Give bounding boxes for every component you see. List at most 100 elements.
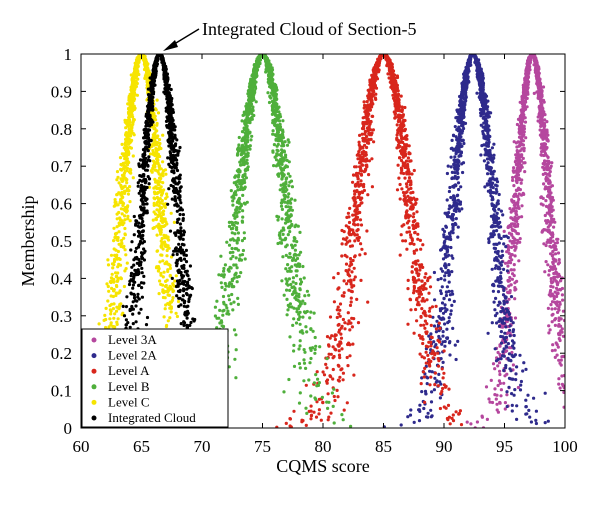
- data-point: [488, 165, 492, 169]
- data-point: [292, 364, 297, 368]
- data-point: [421, 341, 425, 346]
- data-point: [516, 238, 520, 243]
- data-point: [485, 417, 489, 421]
- data-point: [528, 415, 532, 419]
- data-point: [417, 408, 421, 412]
- data-point: [340, 254, 344, 258]
- data-point: [417, 278, 421, 282]
- data-point: [489, 378, 493, 382]
- data-point: [420, 307, 424, 311]
- data-point: [449, 312, 453, 316]
- data-point: [551, 285, 555, 289]
- data-point: [502, 337, 507, 341]
- data-point: [492, 246, 496, 250]
- data-point: [396, 94, 400, 98]
- data-point: [416, 224, 420, 228]
- data-point: [395, 146, 399, 150]
- data-point: [558, 386, 562, 390]
- data-point: [454, 167, 458, 171]
- data-point: [538, 86, 542, 90]
- data-point: [432, 340, 436, 344]
- data-point: [460, 123, 464, 128]
- data-points-layer: [81, 54, 565, 428]
- data-point: [419, 323, 423, 327]
- data-point: [544, 199, 548, 203]
- data-point: [403, 199, 407, 203]
- data-point: [447, 263, 451, 267]
- data-point: [511, 166, 516, 170]
- data-point: [554, 286, 559, 290]
- data-point: [505, 300, 509, 304]
- data-point: [445, 198, 449, 202]
- data-point: [451, 256, 455, 260]
- data-point: [456, 225, 460, 229]
- data-point: [399, 94, 403, 98]
- data-point: [517, 135, 522, 139]
- data-point: [550, 220, 554, 224]
- data-point: [550, 254, 555, 258]
- data-point: [288, 424, 292, 428]
- data-point: [418, 268, 422, 272]
- data-point: [341, 371, 345, 375]
- data-point: [507, 251, 511, 255]
- data-point: [554, 247, 558, 252]
- data-point: [410, 265, 414, 269]
- data-point: [503, 311, 507, 315]
- data-point: [452, 147, 456, 151]
- data-point: [374, 66, 378, 70]
- data-point: [541, 203, 545, 207]
- data-point: [505, 349, 509, 353]
- data-point: [542, 125, 546, 129]
- data-point: [549, 199, 553, 203]
- data-point: [546, 306, 551, 310]
- data-point: [360, 201, 364, 205]
- data-point: [328, 336, 332, 340]
- data-point: [497, 361, 502, 365]
- data-point: [512, 170, 516, 174]
- data-point: [409, 180, 413, 184]
- data-point: [349, 282, 353, 286]
- data-point: [363, 115, 367, 119]
- data-point: [458, 120, 462, 125]
- data-point: [539, 99, 543, 103]
- data-point: [432, 270, 436, 275]
- data-point: [332, 394, 336, 399]
- data-point: [546, 238, 550, 242]
- data-point: [507, 358, 511, 362]
- data-point: [520, 110, 524, 114]
- data-point: [449, 245, 453, 250]
- data-point: [522, 161, 526, 165]
- data-point: [512, 333, 516, 338]
- data-point: [340, 367, 344, 371]
- data-point: [339, 336, 344, 340]
- data-point: [509, 295, 514, 299]
- data-point: [447, 237, 451, 241]
- data-point: [543, 171, 548, 175]
- series-level-3a: [465, 54, 565, 428]
- data-point: [281, 119, 285, 123]
- data-point: [370, 114, 374, 118]
- data-point: [404, 210, 408, 214]
- data-point: [460, 207, 464, 211]
- data-point: [542, 182, 546, 186]
- data-point: [396, 139, 401, 144]
- data-point: [411, 223, 415, 227]
- data-point: [408, 152, 412, 156]
- data-point: [544, 243, 548, 248]
- data-point: [519, 383, 523, 387]
- data-point: [433, 353, 437, 357]
- data-point: [485, 137, 489, 141]
- data-point: [370, 98, 374, 103]
- data-point: [442, 296, 446, 300]
- data-point: [423, 366, 427, 370]
- data-point: [355, 229, 359, 233]
- data-point: [516, 170, 520, 174]
- data-point: [482, 159, 486, 163]
- data-point: [555, 241, 560, 245]
- data-point: [493, 216, 498, 220]
- data-point: [393, 84, 397, 88]
- data-point: [408, 159, 412, 163]
- data-point: [516, 195, 520, 199]
- data-point: [418, 352, 422, 356]
- data-point: [444, 237, 448, 241]
